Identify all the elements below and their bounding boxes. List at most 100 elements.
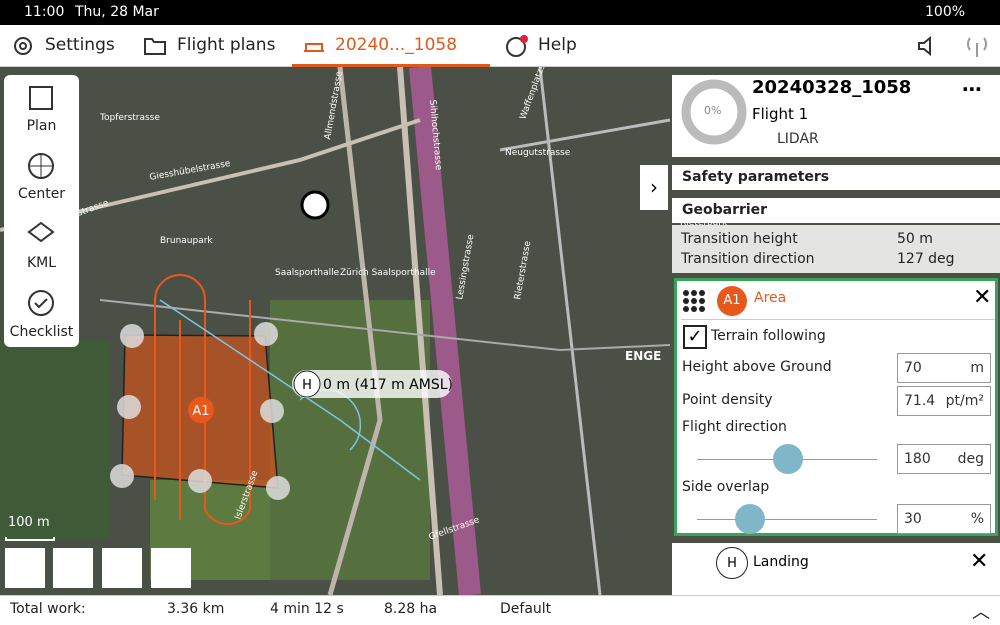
geobarrier-section[interactable]: Geobarrier bbox=[672, 198, 1000, 223]
g-shape bbox=[110, 322, 290, 500]
nav-bar: Settings Flight plans 20240..._1058 Help bbox=[0, 25, 1000, 67]
circle-shape bbox=[14, 37, 32, 55]
g-shape bbox=[683, 290, 705, 312]
path-shape bbox=[409, 67, 481, 595]
time: 11:00 bbox=[24, 4, 65, 20]
total-label: Total work: bbox=[10, 601, 86, 617]
path-shape bbox=[154, 274, 251, 526]
landing-card: H Landing ✕ bbox=[672, 543, 1000, 595]
distance: 3.36 km bbox=[167, 601, 225, 617]
settings-tab[interactable]: Settings bbox=[45, 35, 115, 55]
row-value: 127 deg bbox=[897, 251, 955, 267]
terrain-checkbox[interactable]: ✓ bbox=[683, 325, 707, 349]
signal-icon[interactable] bbox=[964, 33, 990, 59]
field-label: Height above Ground bbox=[682, 359, 832, 375]
field-label: Side overlap bbox=[682, 479, 770, 495]
collapse-panel[interactable]: › bbox=[640, 165, 668, 210]
rect-shape bbox=[270, 300, 430, 580]
street-label: Rieterpark bbox=[680, 218, 728, 228]
footer: Total work: 3.36 km 4 min 12 s 8.28 ha D… bbox=[0, 595, 1000, 625]
progress: 0% bbox=[704, 104, 722, 117]
folder-icon bbox=[144, 38, 166, 55]
circle-shape bbox=[506, 37, 526, 57]
overlap-input[interactable]: 30% bbox=[897, 504, 991, 534]
zoom-fit[interactable] bbox=[151, 548, 191, 588]
path-shape bbox=[27, 221, 55, 243]
transition-rows: Transition height 50 m Transition direct… bbox=[672, 225, 1000, 273]
path-shape bbox=[538, 67, 602, 595]
tool-panel: Plan Center KML Checklist bbox=[4, 75, 79, 347]
status-bar: 11:00 Thu, 28 Mar 100% bbox=[0, 0, 1000, 25]
field-label: Point density bbox=[682, 392, 773, 408]
circle-shape bbox=[691, 290, 697, 296]
path-shape bbox=[499, 118, 671, 152]
circle-shape bbox=[260, 399, 284, 423]
height-input[interactable]: 70 m bbox=[897, 353, 991, 383]
circle-shape bbox=[120, 324, 144, 348]
circle-shape bbox=[699, 298, 705, 304]
sound-icon[interactable] bbox=[916, 35, 940, 57]
svg-shape bbox=[28, 153, 54, 179]
home-height: 0 m (417 m AMSL) bbox=[323, 377, 453, 393]
div-shape bbox=[681, 319, 995, 320]
help-tab[interactable]: Help bbox=[538, 35, 577, 55]
more-menu[interactable]: ⋯ bbox=[962, 77, 982, 101]
checklist-tool[interactable]: Checklist bbox=[9, 324, 74, 340]
settings-icon[interactable] bbox=[12, 35, 34, 57]
active-tab[interactable] bbox=[292, 25, 490, 67]
home-marker[interactable]: H bbox=[302, 378, 312, 393]
svg-shape bbox=[683, 290, 705, 312]
svg-shape bbox=[29, 86, 53, 110]
help-icon bbox=[506, 35, 528, 57]
path-shape bbox=[34, 298, 48, 309]
span-shape: % bbox=[970, 511, 984, 527]
density-input[interactable]: 71.4 pt/m² bbox=[897, 386, 991, 416]
circle-shape bbox=[699, 306, 705, 312]
field-label: Flight direction bbox=[682, 419, 787, 435]
center-tool[interactable]: Center bbox=[17, 186, 66, 202]
zoom-in[interactable] bbox=[53, 548, 93, 588]
panel-header: 0% 20240328_1058 Flight 1 LIDAR ⋯ bbox=[672, 75, 1000, 157]
circle-shape bbox=[188, 397, 214, 423]
safety-section[interactable]: Safety parameters bbox=[672, 165, 1000, 190]
b-shape: 70 bbox=[904, 360, 922, 376]
circle-shape bbox=[110, 464, 134, 488]
div-shape bbox=[697, 519, 877, 520]
path-shape bbox=[304, 43, 324, 52]
zoom-out[interactable] bbox=[102, 548, 142, 588]
profile[interactable]: Default bbox=[500, 601, 552, 617]
flight-plans-tab[interactable]: Flight plans bbox=[177, 35, 276, 55]
circle-shape bbox=[266, 476, 290, 500]
zoom-location[interactable] bbox=[5, 548, 45, 588]
close-area[interactable]: ✕ bbox=[973, 285, 992, 310]
rect-shape bbox=[0, 340, 110, 540]
b-shape: 180 bbox=[904, 451, 931, 467]
expand-footer[interactable]: ︿ bbox=[972, 602, 990, 623]
flight-name: Flight 1 bbox=[752, 105, 809, 123]
street-label: Zürich Saalsporthalle bbox=[340, 268, 436, 278]
overlap-slider[interactable] bbox=[735, 504, 765, 534]
direction-input[interactable]: 180 deg bbox=[897, 444, 991, 474]
circle-shape bbox=[699, 290, 705, 296]
path-shape bbox=[144, 38, 166, 55]
rect-shape bbox=[292, 370, 452, 398]
area-name: Area bbox=[754, 290, 787, 306]
area-marker[interactable]: A1 bbox=[192, 404, 209, 419]
path-shape bbox=[0, 118, 421, 232]
circle-shape bbox=[681, 79, 747, 145]
current-plan-tab[interactable]: 20240..._1058 bbox=[335, 35, 458, 55]
span-shape: pt/m² bbox=[945, 393, 984, 409]
plan-tool[interactable]: Plan bbox=[26, 118, 57, 134]
direction-slider[interactable] bbox=[773, 444, 803, 474]
circle-shape bbox=[28, 290, 54, 316]
circle-shape bbox=[254, 322, 278, 346]
circle-shape bbox=[117, 395, 141, 419]
circle-shape bbox=[300, 190, 330, 220]
close-landing[interactable]: ✕ bbox=[970, 549, 989, 574]
circle-shape bbox=[19, 42, 27, 50]
path-shape bbox=[967, 37, 987, 57]
row-value: 50 m bbox=[897, 231, 933, 247]
kml-tool[interactable]: KML bbox=[26, 255, 57, 271]
row-label: Transition direction bbox=[681, 251, 815, 267]
duration: 4 min 12 s bbox=[270, 601, 344, 617]
